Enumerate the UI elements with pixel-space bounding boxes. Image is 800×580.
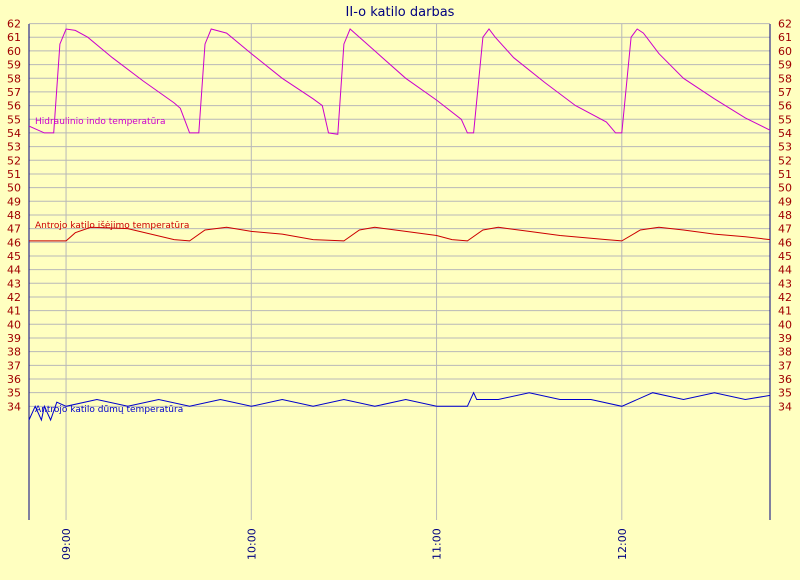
y-tick-label-left: 35 — [7, 387, 21, 400]
y-tick-label-right: 49 — [778, 195, 792, 208]
y-tick-label-right: 60 — [778, 45, 792, 58]
y-tick-label-left: 45 — [7, 250, 21, 263]
series-label: Hidraulinio indo temperatūra — [35, 117, 166, 127]
y-tick-label-right: 55 — [778, 113, 792, 126]
y-tick-label-left: 59 — [7, 59, 21, 72]
y-tick-label-left: 47 — [7, 223, 21, 236]
y-tick-label-left: 43 — [7, 277, 21, 290]
y-tick-label-right: 41 — [778, 305, 792, 318]
y-tick-label-right: 46 — [778, 236, 792, 249]
y-tick-label-left: 39 — [7, 332, 21, 345]
y-tick-label-right: 44 — [778, 264, 792, 277]
y-tick-label-left: 58 — [7, 72, 21, 85]
y-tick-label-right: 39 — [778, 332, 792, 345]
series-label: Antrojo katilo išėjimo temperatūra — [35, 220, 189, 231]
x-tick-label: 10:00 — [245, 528, 258, 560]
y-tick-label-right: 37 — [778, 359, 792, 372]
series-line — [28, 28, 771, 135]
x-tick-label: 12:00 — [616, 528, 629, 560]
y-tick-label-left: 62 — [7, 18, 21, 31]
y-tick-label-left: 61 — [7, 31, 21, 44]
y-tick-label-left: 50 — [7, 182, 21, 195]
y-tick-label-left: 38 — [7, 346, 21, 359]
y-tick-label-right: 54 — [778, 127, 792, 140]
x-tick-label: 11:00 — [431, 528, 444, 560]
y-tick-label-left: 52 — [7, 154, 21, 167]
y-tick-label-left: 54 — [7, 127, 21, 140]
y-tick-label-left: 46 — [7, 236, 21, 249]
y-tick-label-right: 42 — [778, 291, 792, 304]
y-tick-label-right: 62 — [778, 18, 792, 31]
y-tick-label-right: 53 — [778, 141, 792, 154]
y-tick-label-right: 34 — [778, 400, 792, 413]
y-tick-label-left: 42 — [7, 291, 21, 304]
y-tick-label-right: 35 — [778, 387, 792, 400]
y-tick-label-left: 44 — [7, 264, 21, 277]
y-tick-label-left: 55 — [7, 113, 21, 126]
y-tick-label-right: 50 — [778, 182, 792, 195]
y-tick-label-left: 56 — [7, 100, 21, 113]
y-tick-label-right: 52 — [778, 154, 792, 167]
y-tick-label-left: 40 — [7, 318, 21, 331]
series-line — [29, 226, 771, 242]
y-tick-label-right: 56 — [778, 100, 792, 113]
y-tick-label-right: 47 — [778, 223, 792, 236]
x-tick-label: 09:00 — [60, 528, 73, 560]
y-tick-label-right: 51 — [778, 168, 792, 181]
y-tick-label-right: 43 — [778, 277, 792, 290]
y-tick-label-right: 40 — [778, 318, 792, 331]
y-tick-label-right: 57 — [778, 86, 792, 99]
y-tick-label-right: 45 — [778, 250, 792, 263]
y-tick-label-left: 51 — [7, 168, 21, 181]
chart-title: II-o katilo darbas — [346, 5, 455, 20]
y-tick-label-left: 41 — [7, 305, 21, 318]
y-tick-label-left: 60 — [7, 45, 21, 58]
y-tick-label-left: 49 — [7, 195, 21, 208]
series-line — [28, 391, 771, 422]
y-tick-label-left: 36 — [7, 373, 21, 386]
y-tick-label-right: 48 — [778, 209, 792, 222]
y-tick-label-right: 58 — [778, 72, 792, 85]
y-tick-label-right: 59 — [778, 59, 792, 72]
series-label: Antrojo katilo dūmų temperatūra — [35, 405, 183, 415]
y-tick-label-left: 34 — [7, 400, 21, 413]
y-tick-label-left: 37 — [7, 359, 21, 372]
y-tick-label-left: 53 — [7, 141, 21, 154]
y-tick-label-left: 57 — [7, 86, 21, 99]
y-tick-label-right: 38 — [778, 346, 792, 359]
y-tick-label-right: 36 — [778, 373, 792, 386]
y-tick-label-right: 61 — [778, 31, 792, 44]
y-tick-label-left: 48 — [7, 209, 21, 222]
series-group — [28, 28, 771, 422]
series-labels: Hidraulinio indo temperatūra Antrojo kati… — [35, 117, 189, 415]
